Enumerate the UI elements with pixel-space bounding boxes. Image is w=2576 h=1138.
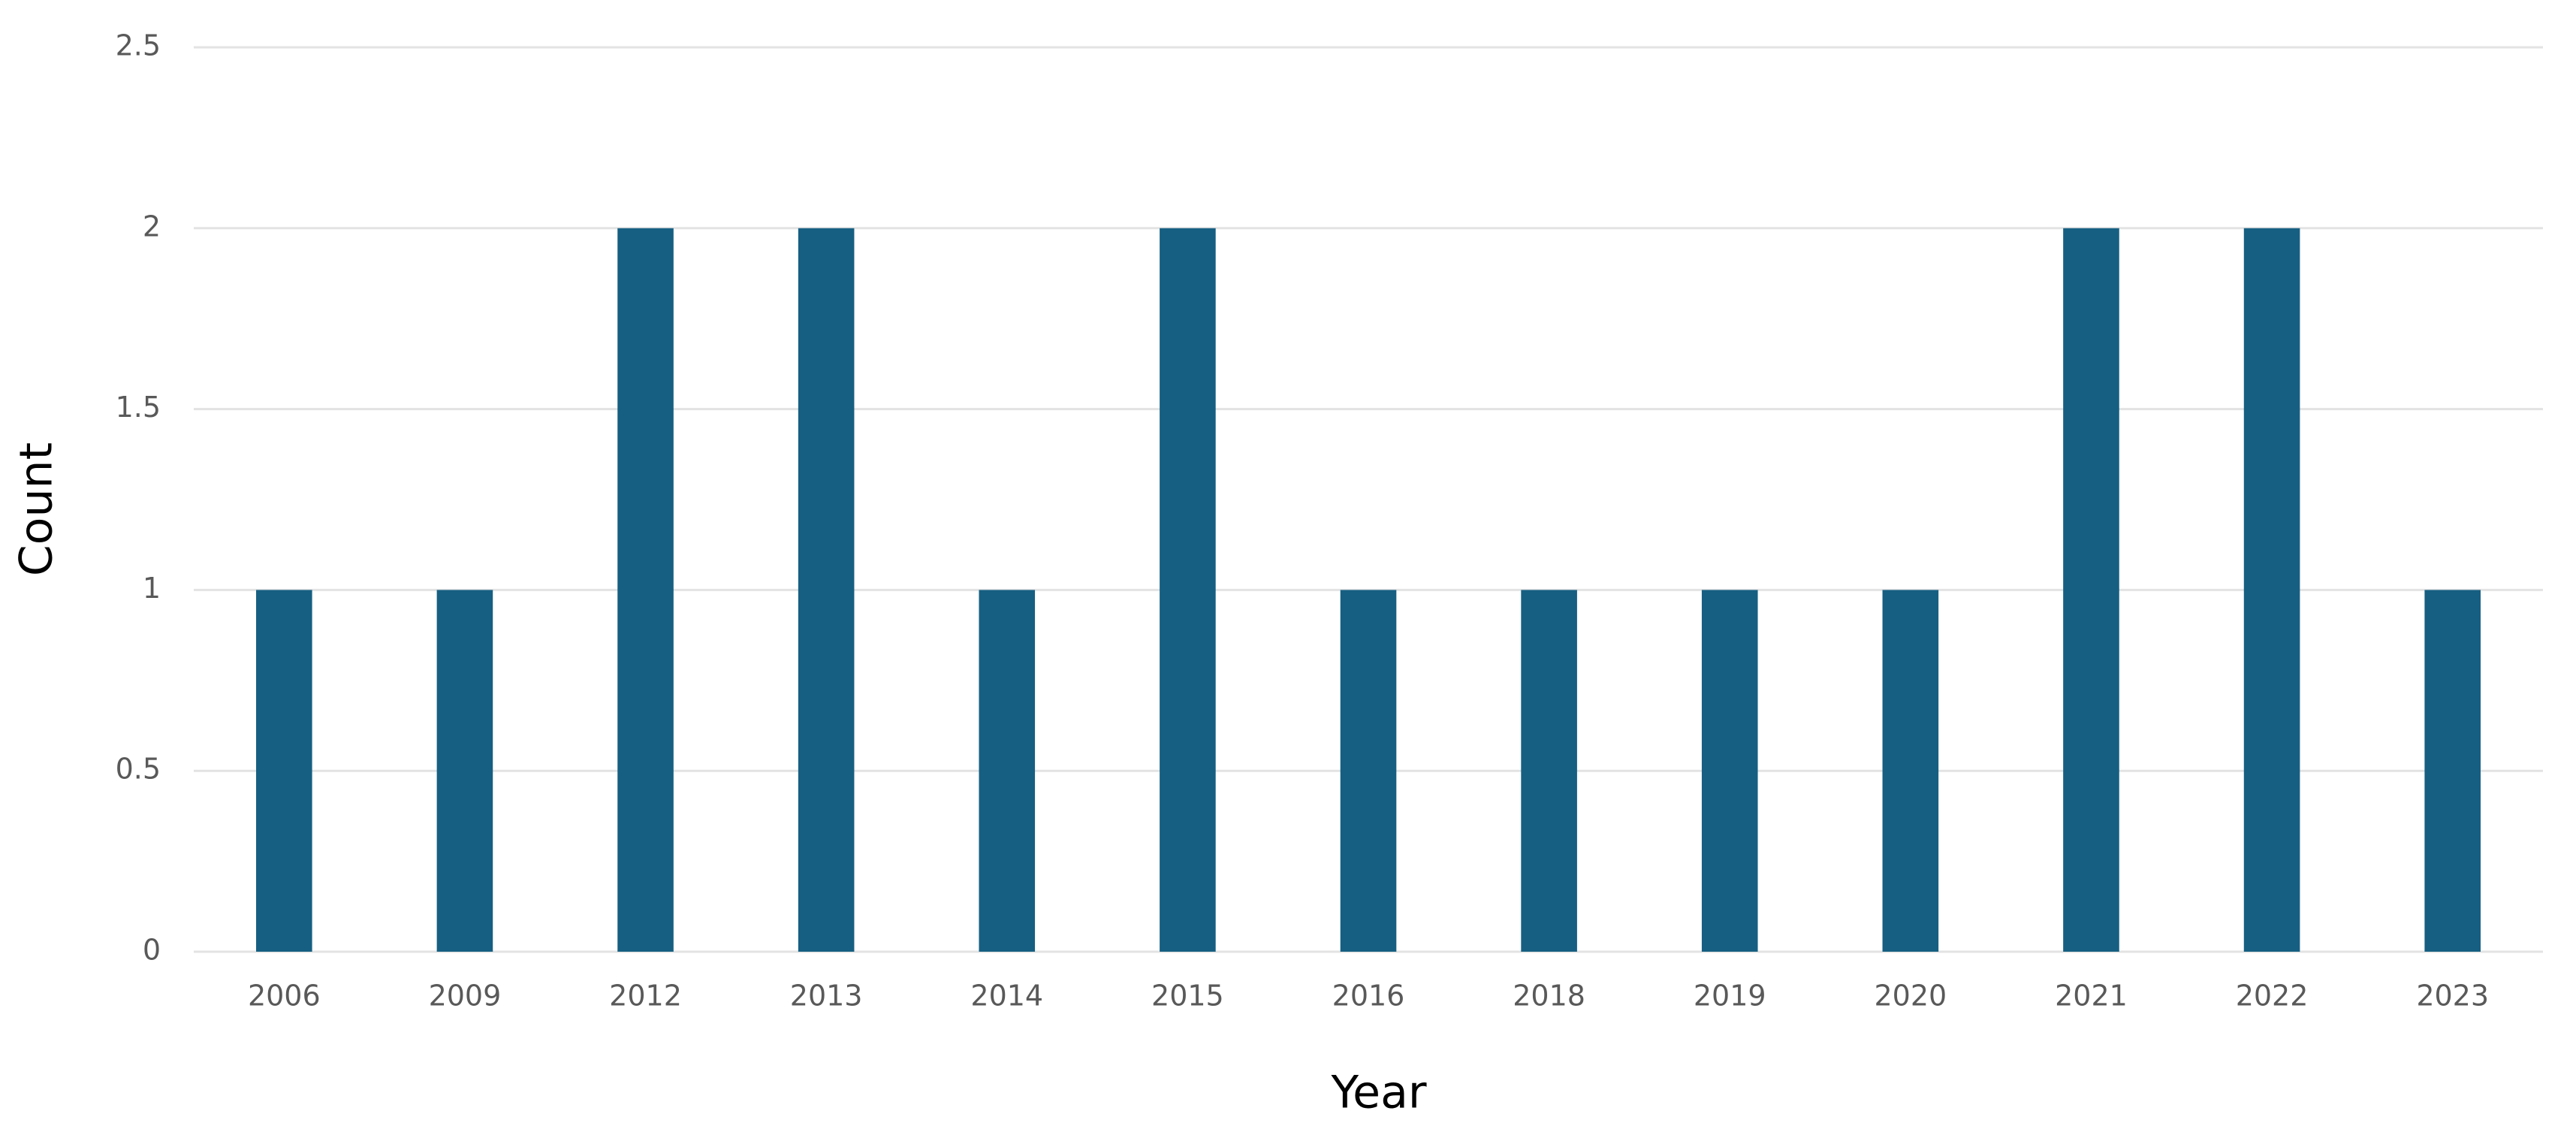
bar — [1882, 590, 1939, 952]
x-tick-label: 2013 — [790, 980, 863, 1013]
y-tick-label: 0 — [143, 934, 161, 967]
x-tick-label: 2018 — [1513, 980, 1585, 1013]
bar — [1340, 590, 1397, 952]
y-tick-label: 1 — [143, 572, 161, 605]
x-tick-label: 2020 — [1874, 980, 1947, 1013]
y-tick-label: 2 — [143, 210, 161, 243]
bar — [436, 590, 493, 952]
bar — [2243, 228, 2300, 952]
bar — [256, 590, 312, 952]
bar — [798, 228, 855, 952]
y-tick-label: 2.5 — [116, 29, 161, 62]
x-tick-label: 2023 — [2416, 980, 2489, 1013]
x-tick-label: 2022 — [2236, 980, 2309, 1013]
x-tick-label: 2016 — [1332, 980, 1405, 1013]
x-tick-label: 2014 — [970, 980, 1043, 1013]
bar — [2424, 590, 2481, 952]
bar — [979, 590, 1036, 952]
x-tick-label: 2021 — [2055, 980, 2128, 1013]
x-tick-label: 2006 — [248, 980, 321, 1013]
x-tick-label: 2012 — [609, 980, 682, 1013]
x-tick-label: 2009 — [429, 980, 502, 1013]
bar — [1701, 590, 1758, 952]
y-tick-label: 1.5 — [116, 391, 161, 424]
y-axis-title: Count — [11, 442, 63, 576]
bar — [617, 228, 674, 952]
x-tick-label: 2019 — [1694, 980, 1766, 1013]
x-axis-title: Year — [1330, 1067, 1426, 1119]
bar — [1160, 228, 1216, 952]
bar — [2063, 228, 2119, 952]
bar — [1521, 590, 1577, 952]
y-tick-label: 0.5 — [116, 753, 161, 786]
x-tick-label: 2015 — [1151, 980, 1224, 1013]
